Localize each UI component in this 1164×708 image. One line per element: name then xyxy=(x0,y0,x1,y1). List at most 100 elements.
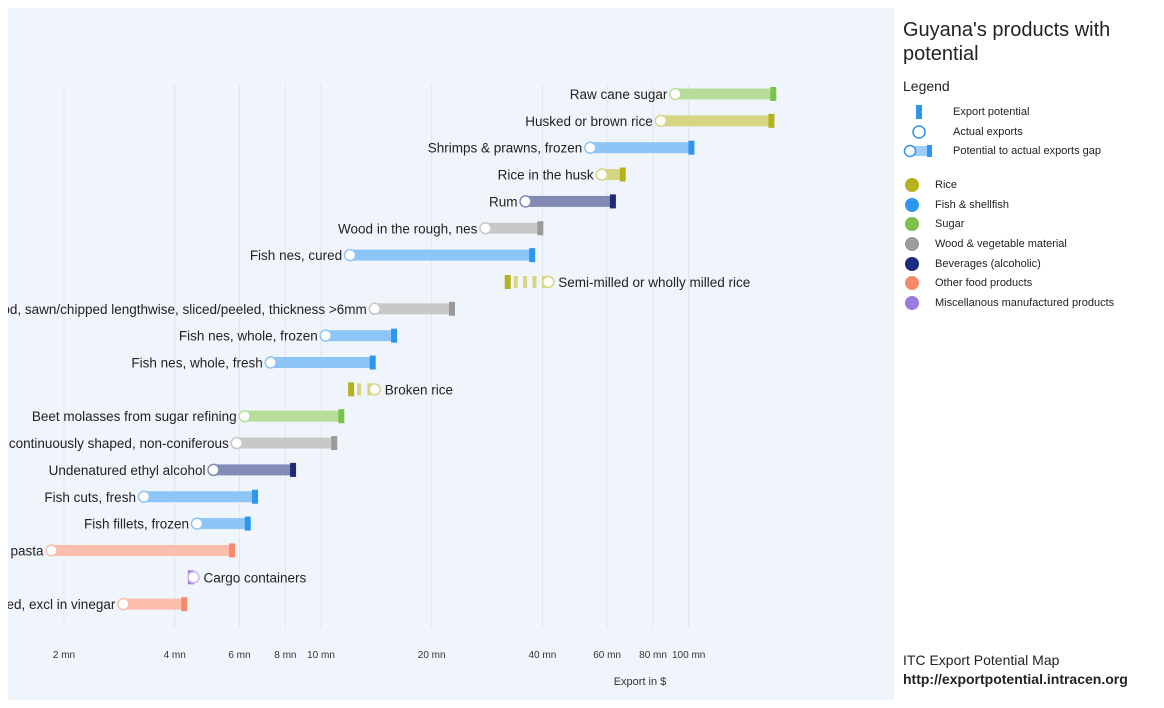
product-row[interactable]: Rice in the husk xyxy=(498,167,626,183)
product-row[interactable]: Fish cuts, fresh xyxy=(44,489,259,505)
legend-category[interactable]: Wood & vegetable material xyxy=(903,234,1158,254)
product-label: Broken rice xyxy=(385,382,453,397)
product-label: Fish fillets, frozen xyxy=(84,517,189,532)
side-panel: Guyana's products with potential Legend … xyxy=(903,18,1158,313)
category-label: Other food products xyxy=(935,277,1033,290)
actual-marker xyxy=(190,517,204,530)
legend-item-export-potential: Export potential xyxy=(903,102,1158,122)
legend-item-actual-exports: Actual exports xyxy=(903,122,1158,142)
product-label: Cargo containers xyxy=(203,570,306,585)
x-axis-title: Export in $ xyxy=(614,676,667,688)
product-row[interactable]: Palm hearts, prepared or preserved, excl… xyxy=(8,597,188,612)
category-dot-icon xyxy=(905,236,919,251)
product-row[interactable]: Cargo containers xyxy=(187,570,307,585)
gap-bar xyxy=(143,491,258,503)
product-row[interactable]: Wood in the rough, nes xyxy=(338,221,544,236)
category-dot-icon xyxy=(905,197,919,212)
x-tick-label: 2 mn xyxy=(53,650,75,661)
legend-category[interactable]: Rice xyxy=(903,175,1158,195)
product-label: Fish nes, whole, frozen xyxy=(179,329,318,344)
actual-marker xyxy=(230,436,243,450)
legend-category[interactable]: Other food products xyxy=(903,274,1158,294)
product-label: Fish nes, cured xyxy=(250,248,342,263)
product-label: Rum xyxy=(489,194,518,209)
product-label: Shrimps & prawns, frozen xyxy=(428,141,583,156)
export-potential-icon xyxy=(903,104,935,119)
product-row[interactable]: Shrimps & prawns, frozen xyxy=(428,140,695,156)
actual-marker xyxy=(207,463,220,477)
legend-label: Export potential xyxy=(953,105,1030,118)
gap-bar xyxy=(675,88,776,100)
gap-stripe xyxy=(523,275,528,288)
x-tick-label: 40 mn xyxy=(528,650,556,661)
actual-marker xyxy=(654,114,668,128)
product-row[interactable]: Rum xyxy=(489,194,616,209)
product-label: Fish cuts, fresh xyxy=(44,490,136,505)
gap-bar xyxy=(270,357,375,368)
x-tick-label: 20 mn xyxy=(418,650,446,661)
x-tick-label: 60 mn xyxy=(593,650,621,661)
product-row[interactable]: Fish nes, whole, frozen xyxy=(179,328,398,344)
actual-marker xyxy=(519,195,532,208)
potential-marker xyxy=(768,113,775,128)
actual-marker xyxy=(45,544,58,557)
x-tick-label: 8 mn xyxy=(274,650,296,661)
product-label: Wood continuously shaped, non-coniferous xyxy=(8,436,229,451)
category-legend: Rice Fish & shellfish Sugar Wood & vegetabl… xyxy=(903,175,1158,313)
product-row[interactable]: Fish nes, whole, fresh xyxy=(131,355,376,371)
gap-bar xyxy=(350,249,535,261)
chart-svg: Raw cane sugar Husked or brown rice Shrimp… xyxy=(8,84,777,688)
legend-category[interactable]: Fish & shellfish xyxy=(903,195,1158,215)
actual-marker xyxy=(368,383,381,396)
product-label: Wood, sawn/chipped lengthwise, sliced/pe… xyxy=(8,302,367,317)
gap-bar xyxy=(236,437,337,449)
potential-marker xyxy=(252,489,259,504)
potential-marker xyxy=(609,194,616,209)
product-row[interactable]: Wood continuously shaped, non-coniferous xyxy=(8,436,338,451)
product-row[interactable]: Undenatured ethyl alcohol xyxy=(49,462,297,478)
actual-marker xyxy=(595,168,608,181)
gap-stripe xyxy=(532,275,537,288)
legend: Export potential Actual exports Potentia… xyxy=(903,102,1158,161)
x-tick-label: 100 mn xyxy=(672,650,705,661)
gap-bar xyxy=(197,518,250,530)
actual-marker xyxy=(584,141,597,154)
legend-category[interactable]: Sugar xyxy=(903,214,1158,234)
x-tick-label: 10 mn xyxy=(307,650,335,661)
product-row[interactable]: Uncooked pasta xyxy=(8,543,236,558)
actual-marker xyxy=(541,275,555,289)
legend-item-gap: Potential to actual exports gap xyxy=(903,141,1158,161)
product-label: Husked or brown rice xyxy=(525,114,653,129)
product-row[interactable]: Beet molasses from sugar refining xyxy=(32,409,345,424)
gap-bar xyxy=(525,195,615,207)
x-axis-ticks: 2 mn 4 mn 6 mn 8 mn 10 mn 20 mn 40 mn 60 mn 80 m… xyxy=(53,650,705,661)
product-row[interactable]: Wood, sawn/chipped lengthwise, sliced/pe… xyxy=(8,301,456,317)
product-label: Uncooked pasta xyxy=(8,543,44,558)
actual-marker xyxy=(187,571,200,584)
actual-marker xyxy=(137,490,151,503)
x-tick-label: 4 mn xyxy=(164,650,186,661)
category-dot-icon xyxy=(905,177,919,192)
product-row[interactable]: Husked or brown rice xyxy=(525,113,775,129)
product-row[interactable]: Broken rice xyxy=(348,382,453,397)
footer-url[interactable]: http://exportpotential.intracen.org xyxy=(903,671,1128,687)
actual-marker xyxy=(238,409,251,423)
legend-label: Actual exports xyxy=(953,125,1023,138)
potential-marker xyxy=(391,328,398,343)
panel-title: Guyana's products with potential xyxy=(903,19,1111,65)
potential-marker xyxy=(529,248,536,263)
product-row[interactable]: Semi-milled or wholly milled rice xyxy=(504,274,751,290)
legend-category[interactable]: Beverages (alcoholic) xyxy=(903,254,1158,274)
product-label: Semi-milled or wholly milled rice xyxy=(558,275,750,290)
product-row[interactable]: Raw cane sugar xyxy=(570,87,777,102)
product-row[interactable]: Fish nes, cured xyxy=(250,248,536,263)
x-tick-label: 80 mn xyxy=(639,650,667,661)
legend-category[interactable]: Miscellanous manufactured products xyxy=(903,293,1158,313)
product-bars: Raw cane sugar Husked or brown rice Shrimp… xyxy=(8,87,777,612)
product-row[interactable]: Fish fillets, frozen xyxy=(84,516,251,532)
gap-bar xyxy=(244,410,344,422)
actual-marker xyxy=(117,597,130,611)
actual-marker xyxy=(264,356,277,369)
potential-marker xyxy=(688,140,695,155)
actual-exports-icon xyxy=(903,124,935,140)
